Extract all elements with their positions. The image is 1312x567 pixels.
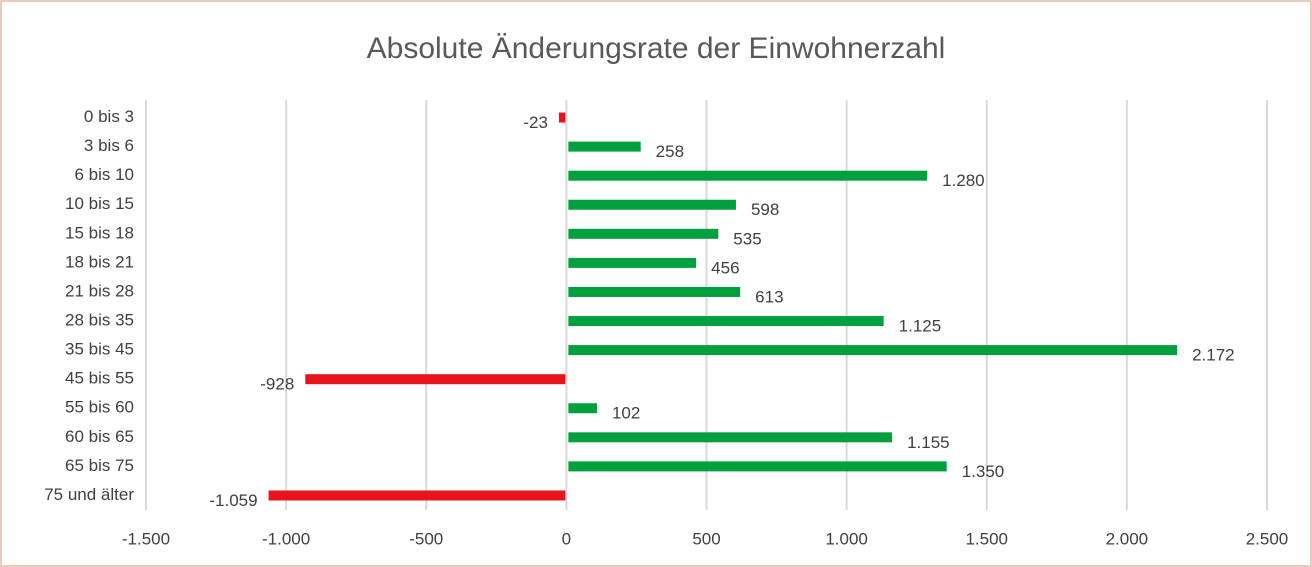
bar [568, 345, 1178, 356]
bar [568, 432, 893, 443]
data-label: 1.155 [907, 433, 950, 452]
data-label: 613 [755, 287, 783, 306]
x-tick-label: -500 [409, 529, 443, 548]
x-tick-label: 2.500 [1246, 529, 1289, 548]
data-label: 598 [751, 200, 779, 219]
y-tick-label: 3 bis 6 [84, 136, 134, 155]
bar [568, 286, 741, 297]
y-tick-label: 75 und älter [44, 485, 134, 504]
bar [568, 141, 641, 152]
bar [568, 199, 736, 210]
y-tick-label: 35 bis 45 [65, 340, 134, 359]
bar [568, 461, 947, 472]
x-tick-label: -1.000 [262, 529, 310, 548]
x-tick-label: 2.000 [1106, 529, 1149, 548]
y-tick-label: 15 bis 18 [65, 223, 134, 242]
y-tick-label: 55 bis 60 [65, 398, 134, 417]
data-label: -23 [523, 113, 548, 132]
y-tick-label: 45 bis 55 [65, 369, 134, 388]
data-label: -1.059 [209, 491, 257, 510]
bar [568, 228, 719, 239]
y-tick-label: 18 bis 21 [65, 252, 134, 271]
y-tick-label: 0 bis 3 [84, 107, 134, 126]
x-tick-label: 1.500 [965, 529, 1008, 548]
data-label: 1.125 [899, 317, 942, 336]
bar [568, 170, 928, 181]
bar [558, 112, 566, 123]
data-label: 456 [711, 258, 739, 277]
y-tick-label: 6 bis 10 [74, 165, 134, 184]
y-tick-label: 21 bis 28 [65, 281, 134, 300]
x-tick-label: 1.000 [825, 529, 868, 548]
data-label: -928 [260, 375, 294, 394]
y-tick-label: 28 bis 35 [65, 311, 134, 330]
chart-title: Absolute Änderungsrate der Einwohnerzahl [367, 32, 946, 65]
y-tick-label: 65 bis 75 [65, 456, 134, 475]
x-tick-label: 500 [692, 529, 720, 548]
bar [568, 257, 697, 268]
bar [568, 403, 597, 414]
data-label: 102 [612, 404, 640, 423]
data-label: 1.350 [962, 462, 1005, 481]
bar [268, 490, 566, 501]
data-label: 2.172 [1192, 346, 1235, 365]
x-tick-label: -1.500 [122, 529, 170, 548]
data-label: 258 [656, 142, 684, 161]
data-label: 535 [733, 229, 761, 248]
y-tick-label: 60 bis 65 [65, 427, 134, 446]
bar [305, 374, 566, 385]
y-tick-label: 10 bis 15 [65, 194, 134, 213]
data-label: 1.280 [942, 171, 985, 190]
x-tick-label: 0 [562, 529, 571, 548]
bar [568, 316, 884, 327]
